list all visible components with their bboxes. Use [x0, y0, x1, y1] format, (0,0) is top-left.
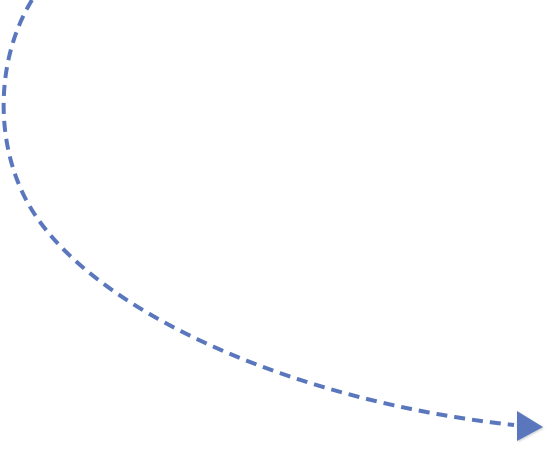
dashed-arrow-line: [1, 0, 515, 427]
arrow-head: [517, 411, 543, 441]
